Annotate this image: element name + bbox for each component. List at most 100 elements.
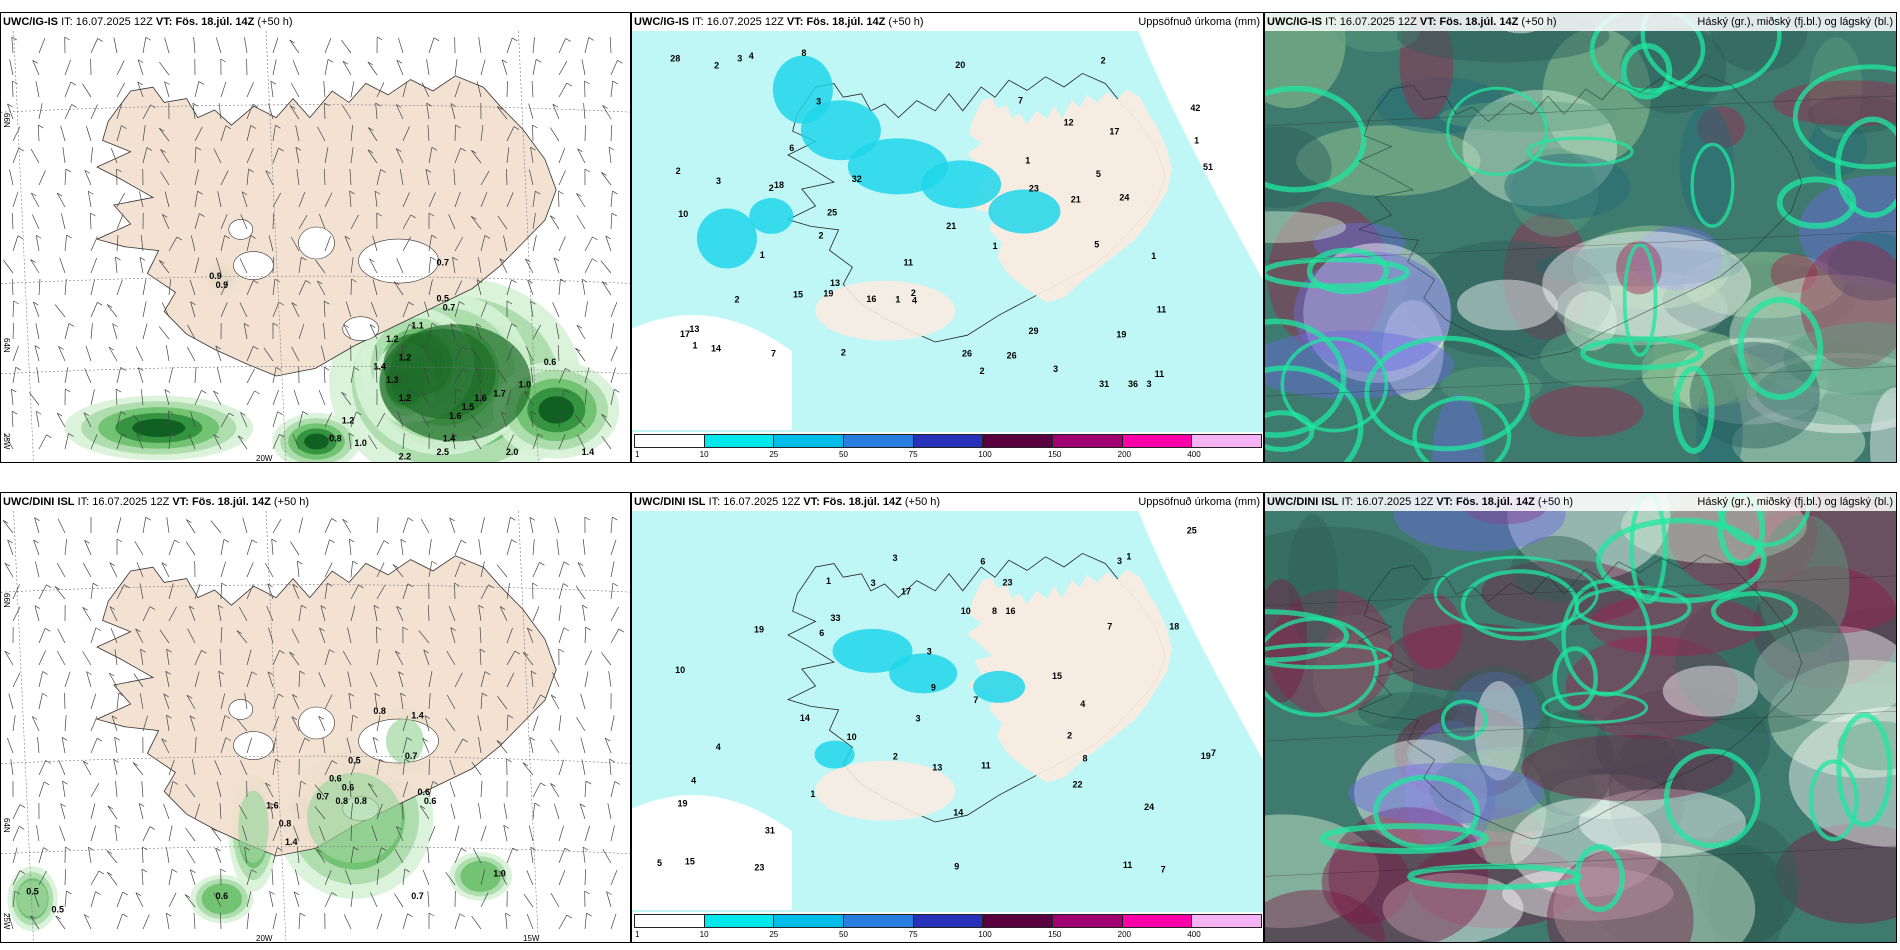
colorbar-tick-label: 400 bbox=[1187, 930, 1201, 939]
precip-amount-label: 9 bbox=[931, 682, 936, 692]
precip-amount-label: 11 bbox=[1155, 369, 1165, 379]
panel-header: UWC/IG-IS IT: 16.07.2025 12Z VT: Fös. 18… bbox=[1265, 13, 1896, 31]
precip-amount-label: 3 bbox=[1117, 556, 1122, 566]
precip-amount-label: 18 bbox=[1169, 622, 1179, 632]
precip-amount-label: 4 bbox=[1080, 699, 1085, 709]
colorbar-tick-label: 200 bbox=[1117, 450, 1132, 459]
precip-value-label: 0.6 bbox=[544, 357, 557, 367]
colorbar-swatch bbox=[1121, 914, 1193, 928]
precip-amount-label: 2 bbox=[769, 183, 774, 193]
precip-amount-label: 7 bbox=[771, 348, 776, 358]
precip-value-label: 1.0 bbox=[493, 868, 506, 878]
precip-amount-label: 1 bbox=[692, 340, 697, 350]
precip-amount-label: 15 bbox=[793, 290, 803, 300]
precip-amount-label: 8 bbox=[992, 606, 997, 616]
lat-label-64n: 64N bbox=[2, 818, 11, 833]
precip-amount-label: 3 bbox=[893, 553, 898, 563]
precip-value-label: 1.2 bbox=[399, 393, 412, 403]
colorbar-tick-label: 150 bbox=[1048, 450, 1062, 459]
lon-label-20w: 20W bbox=[256, 934, 273, 943]
colorbar-swatch bbox=[912, 434, 984, 448]
precip-amount-label: 2 bbox=[714, 61, 719, 71]
colorbar-tick-label: 150 bbox=[1048, 930, 1062, 939]
colorbar-swatch bbox=[843, 914, 914, 928]
colorbar-swatch bbox=[1121, 434, 1193, 448]
precip-amount-label: 1 bbox=[1025, 156, 1030, 166]
precip-amount-label: 36 bbox=[1128, 379, 1138, 389]
precip-amount-label: 23 bbox=[1003, 577, 1013, 587]
colorbar-tick-label: 10 bbox=[699, 450, 709, 459]
precip-amount-label: 14 bbox=[711, 344, 721, 354]
precip-amount-label: 10 bbox=[847, 732, 857, 742]
precip-amount-label: 10 bbox=[678, 209, 688, 219]
precip-value-label: 0.8 bbox=[335, 796, 348, 806]
colorbar-swatch bbox=[843, 434, 914, 448]
precip-amount-label: 14 bbox=[953, 808, 963, 818]
precip-amount-label: 1 bbox=[826, 576, 831, 586]
precip-value-label: 0.7 bbox=[405, 751, 418, 761]
panel-field-title: Uppsöfnuð úrkoma (mm) bbox=[1138, 496, 1260, 508]
precip-amount-label: 51 bbox=[1203, 162, 1213, 172]
precip-value-label: 0.9 bbox=[216, 280, 229, 290]
colorbar-swatch bbox=[1191, 914, 1262, 928]
precip-amount-label: 5 bbox=[1094, 239, 1099, 249]
precip-value-label: 0.7 bbox=[411, 891, 424, 901]
precip-value-label: 0.8 bbox=[373, 706, 386, 716]
precip-amount-label: 19 bbox=[1201, 751, 1211, 761]
precip-amount-label: 31 bbox=[1099, 379, 1109, 389]
precip-amount-label: 6 bbox=[980, 556, 985, 566]
precip-amount-label: 3 bbox=[927, 646, 932, 656]
precip-amount-label: 21 bbox=[946, 221, 956, 231]
colorbar-swatch bbox=[703, 434, 775, 448]
precip-amount-label: 2 bbox=[676, 166, 681, 176]
precip-amount-label: 3 bbox=[737, 54, 742, 64]
panel-header: UWC/DINI ISL IT: 16.07.2025 12Z VT: Fös.… bbox=[3, 496, 310, 508]
panel-header: UWC/IG-IS IT: 16.07.2025 12Z VT: Fös. 18… bbox=[632, 13, 1263, 31]
precip-amount-label: 7 bbox=[1211, 748, 1216, 758]
precip-amount-label: 29 bbox=[1028, 326, 1038, 336]
panel-field-title: Háský (gr.), miðský (fj.bl.) og lágský (… bbox=[1697, 496, 1893, 508]
precip-amount-label: 4 bbox=[691, 776, 696, 786]
precip-amount-label: 6 bbox=[819, 628, 824, 638]
lon-label-20w: 20W bbox=[256, 454, 273, 463]
precip-amount-label: 14 bbox=[800, 713, 810, 723]
precip-value-label: 1.5 bbox=[462, 402, 475, 412]
precip-colorbar: 1 10 25 50 75 100 150 200 400 bbox=[634, 910, 1262, 940]
colorbar-tick-label: 25 bbox=[769, 930, 779, 939]
colorbar-swatch bbox=[1052, 434, 1123, 448]
colorbar-swatch bbox=[982, 914, 1053, 928]
precip-amount-label: 19 bbox=[1116, 329, 1126, 339]
colorbar-swatch bbox=[912, 914, 984, 928]
precip-value-label: 1.7 bbox=[493, 388, 506, 398]
precip-value-label: 1.6 bbox=[449, 411, 462, 421]
precip-amount-label: 20 bbox=[955, 60, 965, 70]
panel-header: UWC/IG-IS IT: 16.07.2025 12Z VT: Fös. 18… bbox=[3, 16, 293, 28]
precip-amount-label: 24 bbox=[1144, 802, 1154, 812]
precip-amount-label: 2 bbox=[818, 230, 823, 240]
precip-amount-label: 26 bbox=[962, 349, 972, 359]
precip-amount-label: 21 bbox=[1071, 194, 1081, 204]
precip-amount-label: 2 bbox=[734, 295, 739, 305]
precip-amount-label: 11 bbox=[1123, 860, 1133, 870]
precip-amount-label: 3 bbox=[915, 714, 920, 724]
precip-amount-label: 5 bbox=[1096, 169, 1101, 179]
precip-amount-label: 13 bbox=[830, 278, 840, 288]
accumulated-precip-panel-dini: UWC/DINI ISL IT: 16.07.2025 12Z VT: Fös.… bbox=[631, 492, 1264, 943]
colorbar-swatch bbox=[634, 434, 705, 448]
precip-amount-label: 16 bbox=[1005, 606, 1015, 616]
precip-value-label: 0.9 bbox=[209, 271, 222, 281]
precip-amount-label: 1 bbox=[895, 294, 900, 304]
precip-amount-label: 19 bbox=[678, 799, 688, 809]
precip-amount-label: 12 bbox=[1064, 117, 1074, 127]
lat-label-66n: 66N bbox=[2, 113, 11, 128]
colorbar-tick-label: 100 bbox=[978, 930, 992, 939]
precip-amount-label: 11 bbox=[1157, 304, 1167, 314]
precip-value-label: 2.2 bbox=[399, 451, 412, 461]
lat-label-66n: 66N bbox=[2, 593, 11, 608]
colorbar-tick-label: 400 bbox=[1187, 450, 1201, 459]
precip-amount-label: 13 bbox=[932, 762, 942, 772]
precip-value-label: 0.5 bbox=[52, 904, 65, 914]
precip-amount-label: 10 bbox=[961, 606, 971, 616]
